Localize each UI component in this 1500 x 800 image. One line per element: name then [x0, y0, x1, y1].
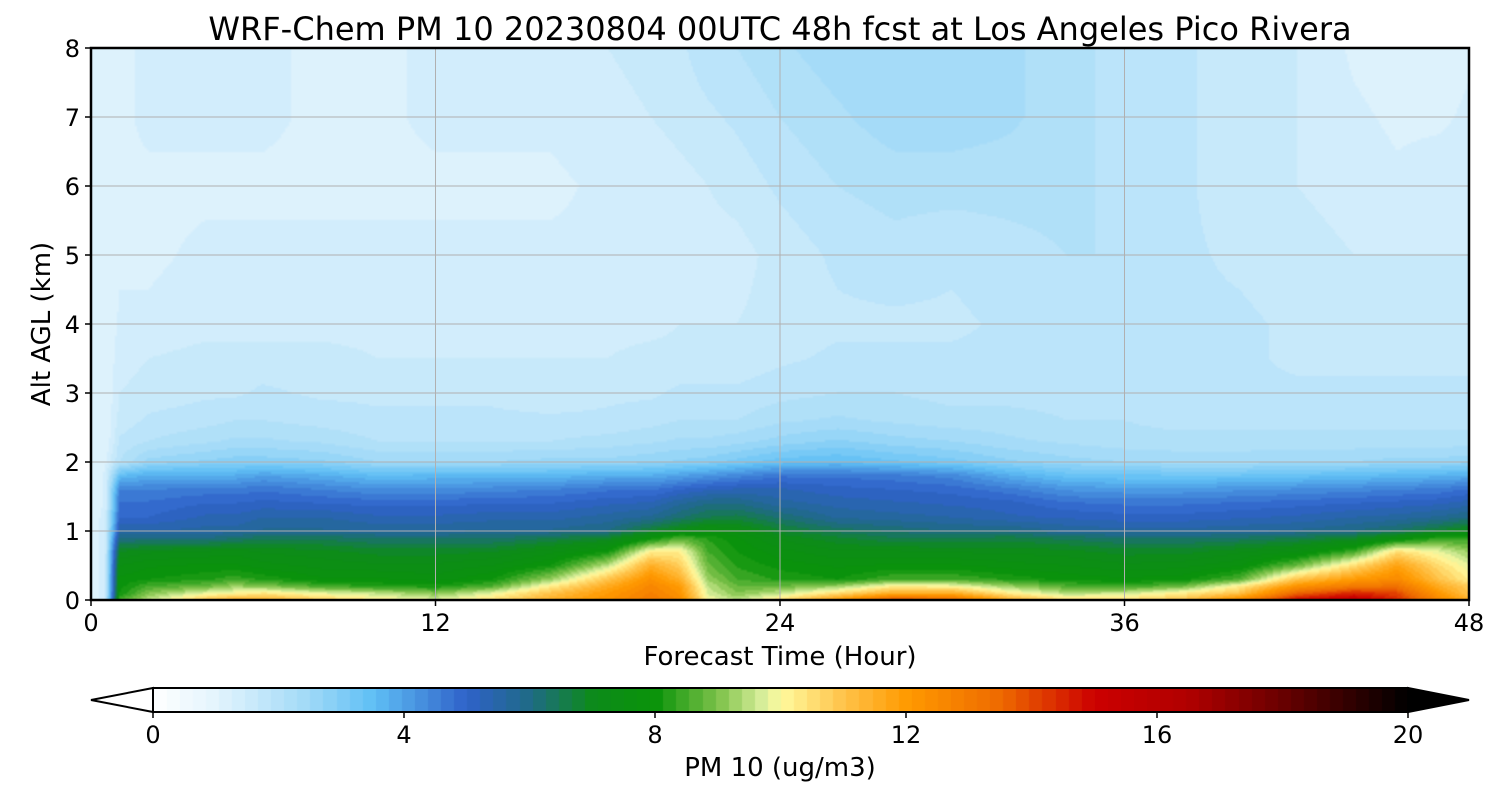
y-axis-label: Alt AGL (km) [27, 242, 57, 406]
y-tick-label: 8 [65, 35, 80, 63]
y-tick-label: 4 [65, 311, 80, 339]
colorbar-tick-label: 20 [1393, 721, 1424, 749]
x-axis: 0 12 24 36 48 [83, 600, 1484, 637]
colorbar-min-extension [90, 686, 154, 714]
x-tick-label: 48 [1454, 609, 1485, 637]
grid-lines [91, 48, 1469, 600]
x-tick-label: 12 [420, 609, 451, 637]
y-tick-label: 1 [65, 518, 80, 546]
colorbar-label: PM 10 (ug/m3) [684, 753, 876, 783]
y-tick-label: 2 [65, 449, 80, 477]
colorbar: 0 4 8 12 16 20 PM 10 (ug/m3) [90, 686, 1470, 783]
colorbar-tick-label: 16 [1142, 721, 1173, 749]
colorbar-frame [152, 687, 1409, 713]
y-tick-label: 6 [65, 173, 80, 201]
y-tick-label: 0 [65, 587, 80, 615]
chart-title: WRF-Chem PM 10 20230804 00UTC 48h fcst a… [208, 10, 1351, 48]
x-axis-label: Forecast Time (Hour) [643, 642, 916, 672]
colorbar-ticks: 0 4 8 12 16 20 [145, 712, 1423, 749]
colorbar-tick-label: 8 [647, 721, 662, 749]
colorbar-gradient [153, 688, 1408, 712]
y-tick-label: 3 [65, 380, 80, 408]
x-tick-label: 36 [1109, 609, 1140, 637]
colorbar-tick-label: 12 [891, 721, 922, 749]
colorbar-tick-label: 0 [145, 721, 160, 749]
x-tick-label: 0 [83, 609, 98, 637]
y-tick-label: 5 [65, 242, 80, 270]
colorbar-tick-label: 4 [396, 721, 411, 749]
x-tick-label: 24 [765, 609, 796, 637]
y-tick-label: 7 [65, 104, 80, 132]
colorbar-max-extension [1407, 686, 1470, 714]
y-axis: 0 1 2 3 4 5 6 7 8 [65, 35, 91, 615]
